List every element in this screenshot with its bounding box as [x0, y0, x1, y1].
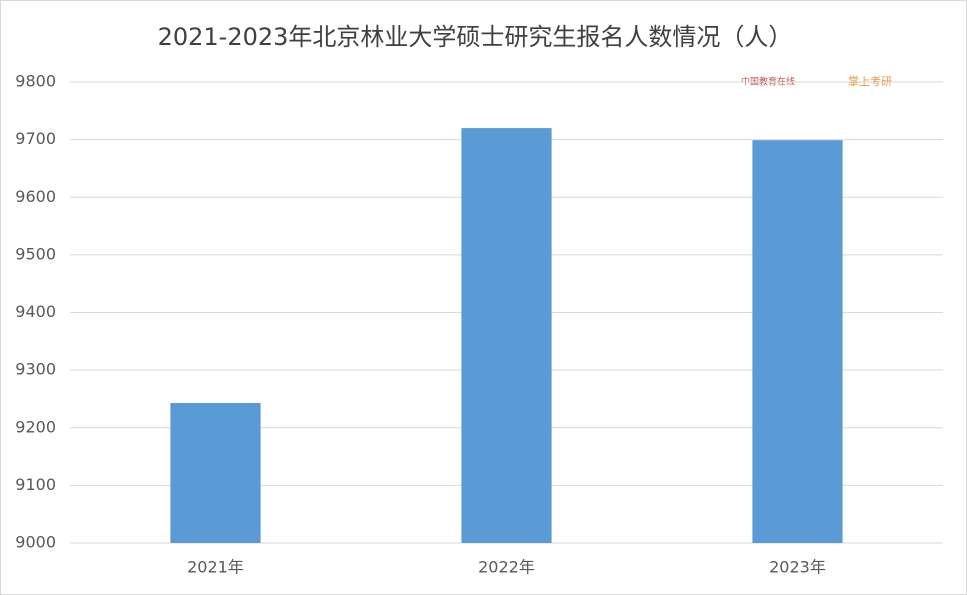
y-tick-label: 9200 [15, 417, 56, 436]
x-tick-label: 2021年 [187, 558, 244, 577]
y-tick-label: 9500 [15, 244, 56, 263]
bar [461, 128, 552, 543]
bar [752, 140, 843, 544]
y-tick-label: 9700 [15, 129, 56, 148]
y-tick-label: 9800 [15, 72, 56, 91]
bar [170, 402, 261, 543]
x-tick-label: 2023年 [769, 558, 826, 577]
y-tick-label: 9100 [15, 475, 56, 494]
y-tick-label: 9600 [15, 187, 56, 206]
x-tick-label: 2022年 [478, 558, 535, 577]
watermark: 掌上考研 [848, 74, 892, 88]
y-tick-label: 9400 [15, 302, 56, 321]
y-tick-label: 9000 [15, 533, 56, 552]
chart-title: 2021-2023年北京林业大学硕士研究生报名人数情况（人） [158, 23, 793, 51]
y-tick-label: 9300 [15, 360, 56, 379]
